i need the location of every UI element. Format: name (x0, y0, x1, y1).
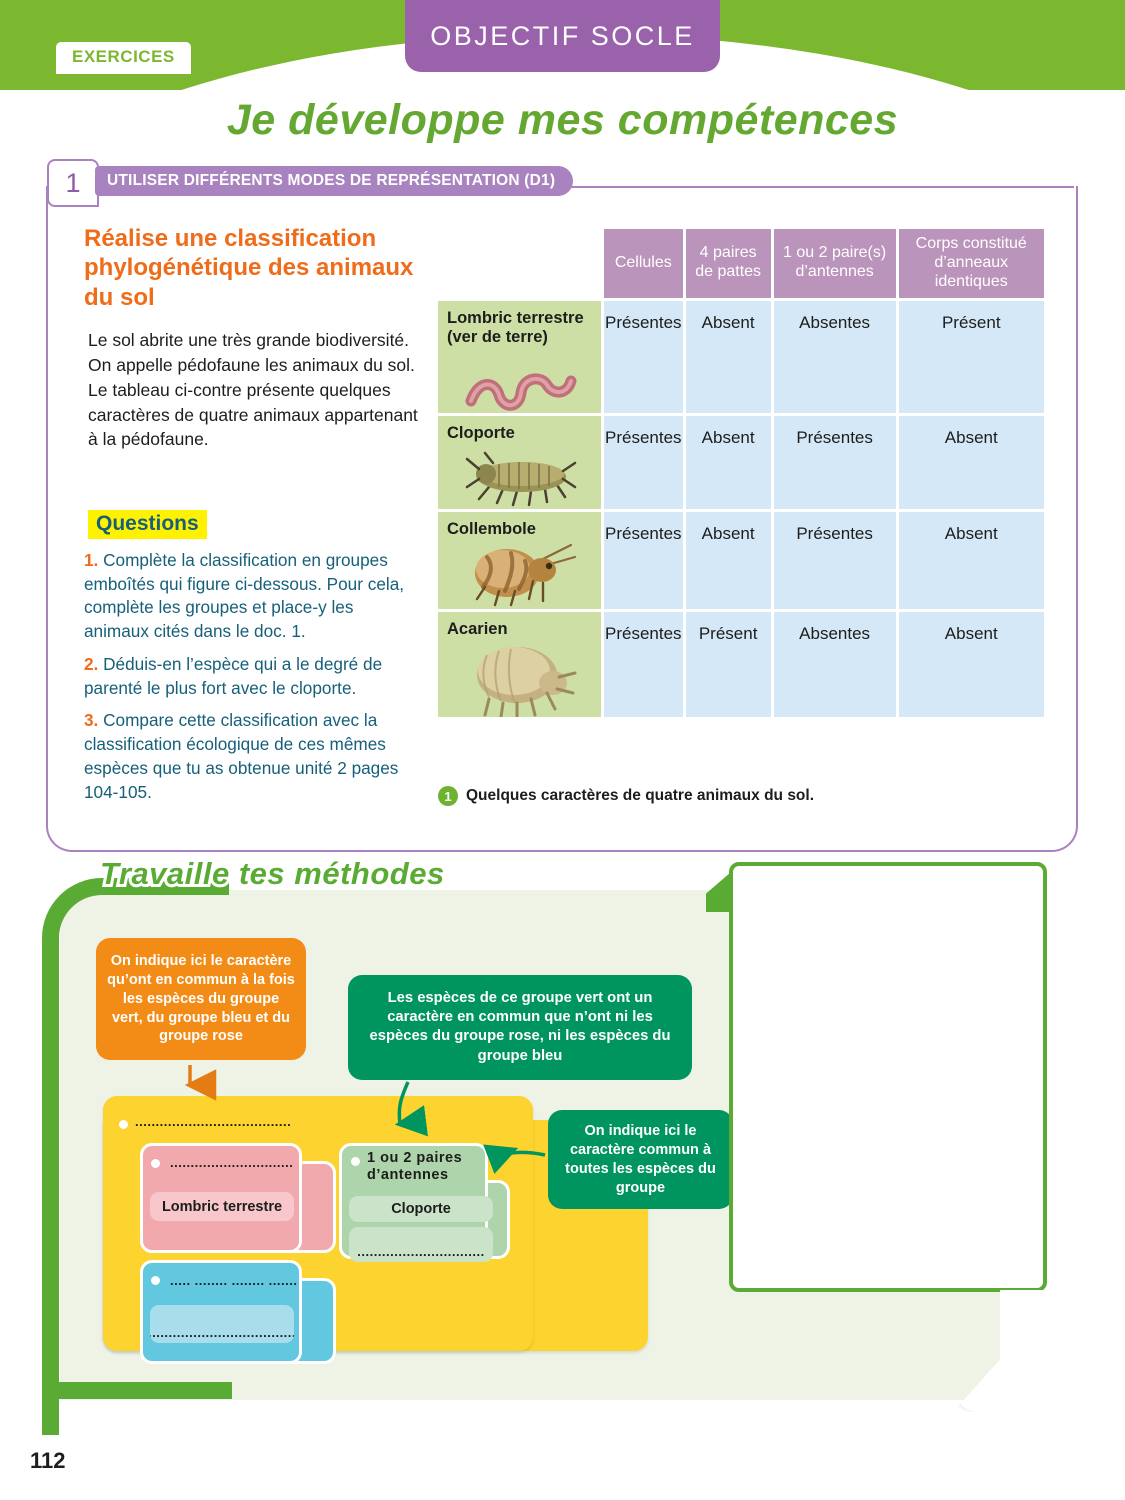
animal-name: Acarien (447, 619, 508, 638)
exercise-frame (46, 186, 1078, 852)
table-cell: Absent (685, 415, 771, 509)
blank-chip-green: ............................... (349, 1227, 493, 1262)
page-number: 112 (30, 1448, 66, 1473)
table-cell: Absent (685, 300, 771, 413)
question-item: 2. Déduis-en l’espèce qui a le degré de … (84, 653, 418, 700)
table-cell: Absentes (773, 300, 896, 413)
table-row-animal: Collembole (438, 511, 601, 609)
competency-label: UTILISER DIFFÉRENTS MODES DE REPRÉSENTAT… (95, 166, 574, 196)
table-cell: Absent (898, 415, 1044, 509)
earthworm-icon (465, 373, 577, 411)
table-column-header: Corps constitué d’anneaux identiques (898, 229, 1044, 298)
table-corner-cell (438, 229, 601, 298)
pink-group-dot (151, 1159, 160, 1168)
green-group-label: 1 ou 2 paires d’antennes (367, 1150, 463, 1184)
table-row-animal: Acarien (438, 611, 601, 717)
table-cell: Présent (898, 300, 1044, 413)
questions-list: 1. Complète la classification en groupes… (84, 549, 418, 813)
table-row: Acarien Présentes Présent Absentes Absen… (438, 611, 1044, 717)
callout-orange: On indique ici le caractère qu’ont en co… (96, 938, 306, 1061)
animal-name: Collembole (447, 519, 536, 538)
mite-icon (476, 646, 576, 717)
objectif-socle-badge: OBJECTIF SOCLE (405, 0, 720, 72)
table-cell: Présentes (604, 300, 683, 413)
table-column-header: Cellules (604, 229, 683, 298)
question-item: 1. Complète la classification en groupes… (84, 549, 418, 644)
exercices-tab: EXERCICES (56, 42, 191, 74)
table-column-header: 4 paires de pattes (685, 229, 771, 298)
callout-green-right: On indique ici le caractère commun à tou… (548, 1110, 733, 1210)
springtail-icon (474, 543, 576, 606)
table-cell: Présentes (773, 511, 896, 609)
table-cell: Présentes (604, 611, 683, 717)
methods-heading: Travaille tes méthodes (97, 853, 447, 894)
pink-group-label: .............................. (170, 1155, 294, 1170)
blue-group-label: ..... ........ ........ ....... (170, 1273, 298, 1288)
outer-group-dot (119, 1120, 128, 1129)
table-header-row: Cellules 4 paires de pattes 1 ou 2 paire… (438, 229, 1044, 298)
green-group-dot (351, 1157, 360, 1166)
animal-name: Lombric terrestre (ver de terre) (447, 308, 584, 346)
table-cell: Présentes (604, 511, 683, 609)
figure-number-badge: 1 (438, 786, 458, 806)
table-row: Collembole Présentes Absent Présentes Ab… (438, 511, 1044, 609)
methods-arc-bottom (42, 1382, 232, 1399)
exercise-title: Réalise une classification phylogénétiqu… (84, 225, 414, 311)
characters-table: Cellules 4 paires de pattes 1 ou 2 paire… (435, 226, 1047, 720)
exercise-frame-top-rule (556, 186, 1074, 188)
table-cell: Absentes (773, 611, 896, 717)
species-chip-lombric: Lombric terrestre (150, 1192, 294, 1221)
exercise-number-badge: 1 (47, 159, 99, 207)
table-row-animal: Cloporte (438, 415, 601, 509)
table-cell: Présentes (604, 415, 683, 509)
callout-green-top: Les espèces de ce groupe vert ont un car… (348, 975, 692, 1080)
exercise-intro: Le sol abrite une très grande biodiversi… (88, 330, 418, 450)
table-cell: Absent (898, 511, 1044, 609)
help-panel (729, 862, 1047, 1292)
table-row-animal: Lombric terrestre (ver de terre) (438, 300, 601, 413)
woodlouse-icon (465, 451, 576, 506)
methods-arc (42, 878, 229, 1435)
table-cell: Présentes (773, 415, 896, 509)
question-item: 3. Compare cette classification avec la … (84, 709, 418, 804)
animal-name: Cloporte (447, 423, 515, 442)
blank-chip-blue: ...................................... (150, 1305, 294, 1343)
question-number: 1. (84, 550, 99, 570)
question-text: Complète la classification en groupes em… (84, 550, 405, 642)
question-text: Déduis-en l’espèce qui a le degré de par… (84, 653, 383, 698)
table-column-header: 1 ou 2 paire(s) d’antennes (773, 229, 896, 298)
table-row: Cloporte Présentes Absent Présentes Abse… (438, 415, 1044, 509)
outer-group-label: ...................................... (135, 1114, 292, 1129)
figure-caption: 1 Quelques caractères de quatre animaux … (438, 786, 814, 806)
question-number: 2. (84, 653, 99, 674)
blue-group-dot (151, 1276, 160, 1285)
page-title: Je développe mes compétences (226, 96, 899, 144)
table-cell: Absent (898, 611, 1044, 717)
question-text: Compare cette classification avec la cla… (84, 710, 399, 802)
species-chip-cloporte: Cloporte (349, 1196, 493, 1222)
table-row: Lombric terrestre (ver de terre) Présent… (438, 300, 1044, 413)
question-number: 3. (84, 710, 99, 731)
questions-heading: Questions (88, 510, 207, 539)
table-cell: Présent (685, 611, 771, 717)
table-cell: Absent (685, 511, 771, 609)
figure-caption-text: Quelques caractères de quatre animaux du… (466, 787, 815, 804)
